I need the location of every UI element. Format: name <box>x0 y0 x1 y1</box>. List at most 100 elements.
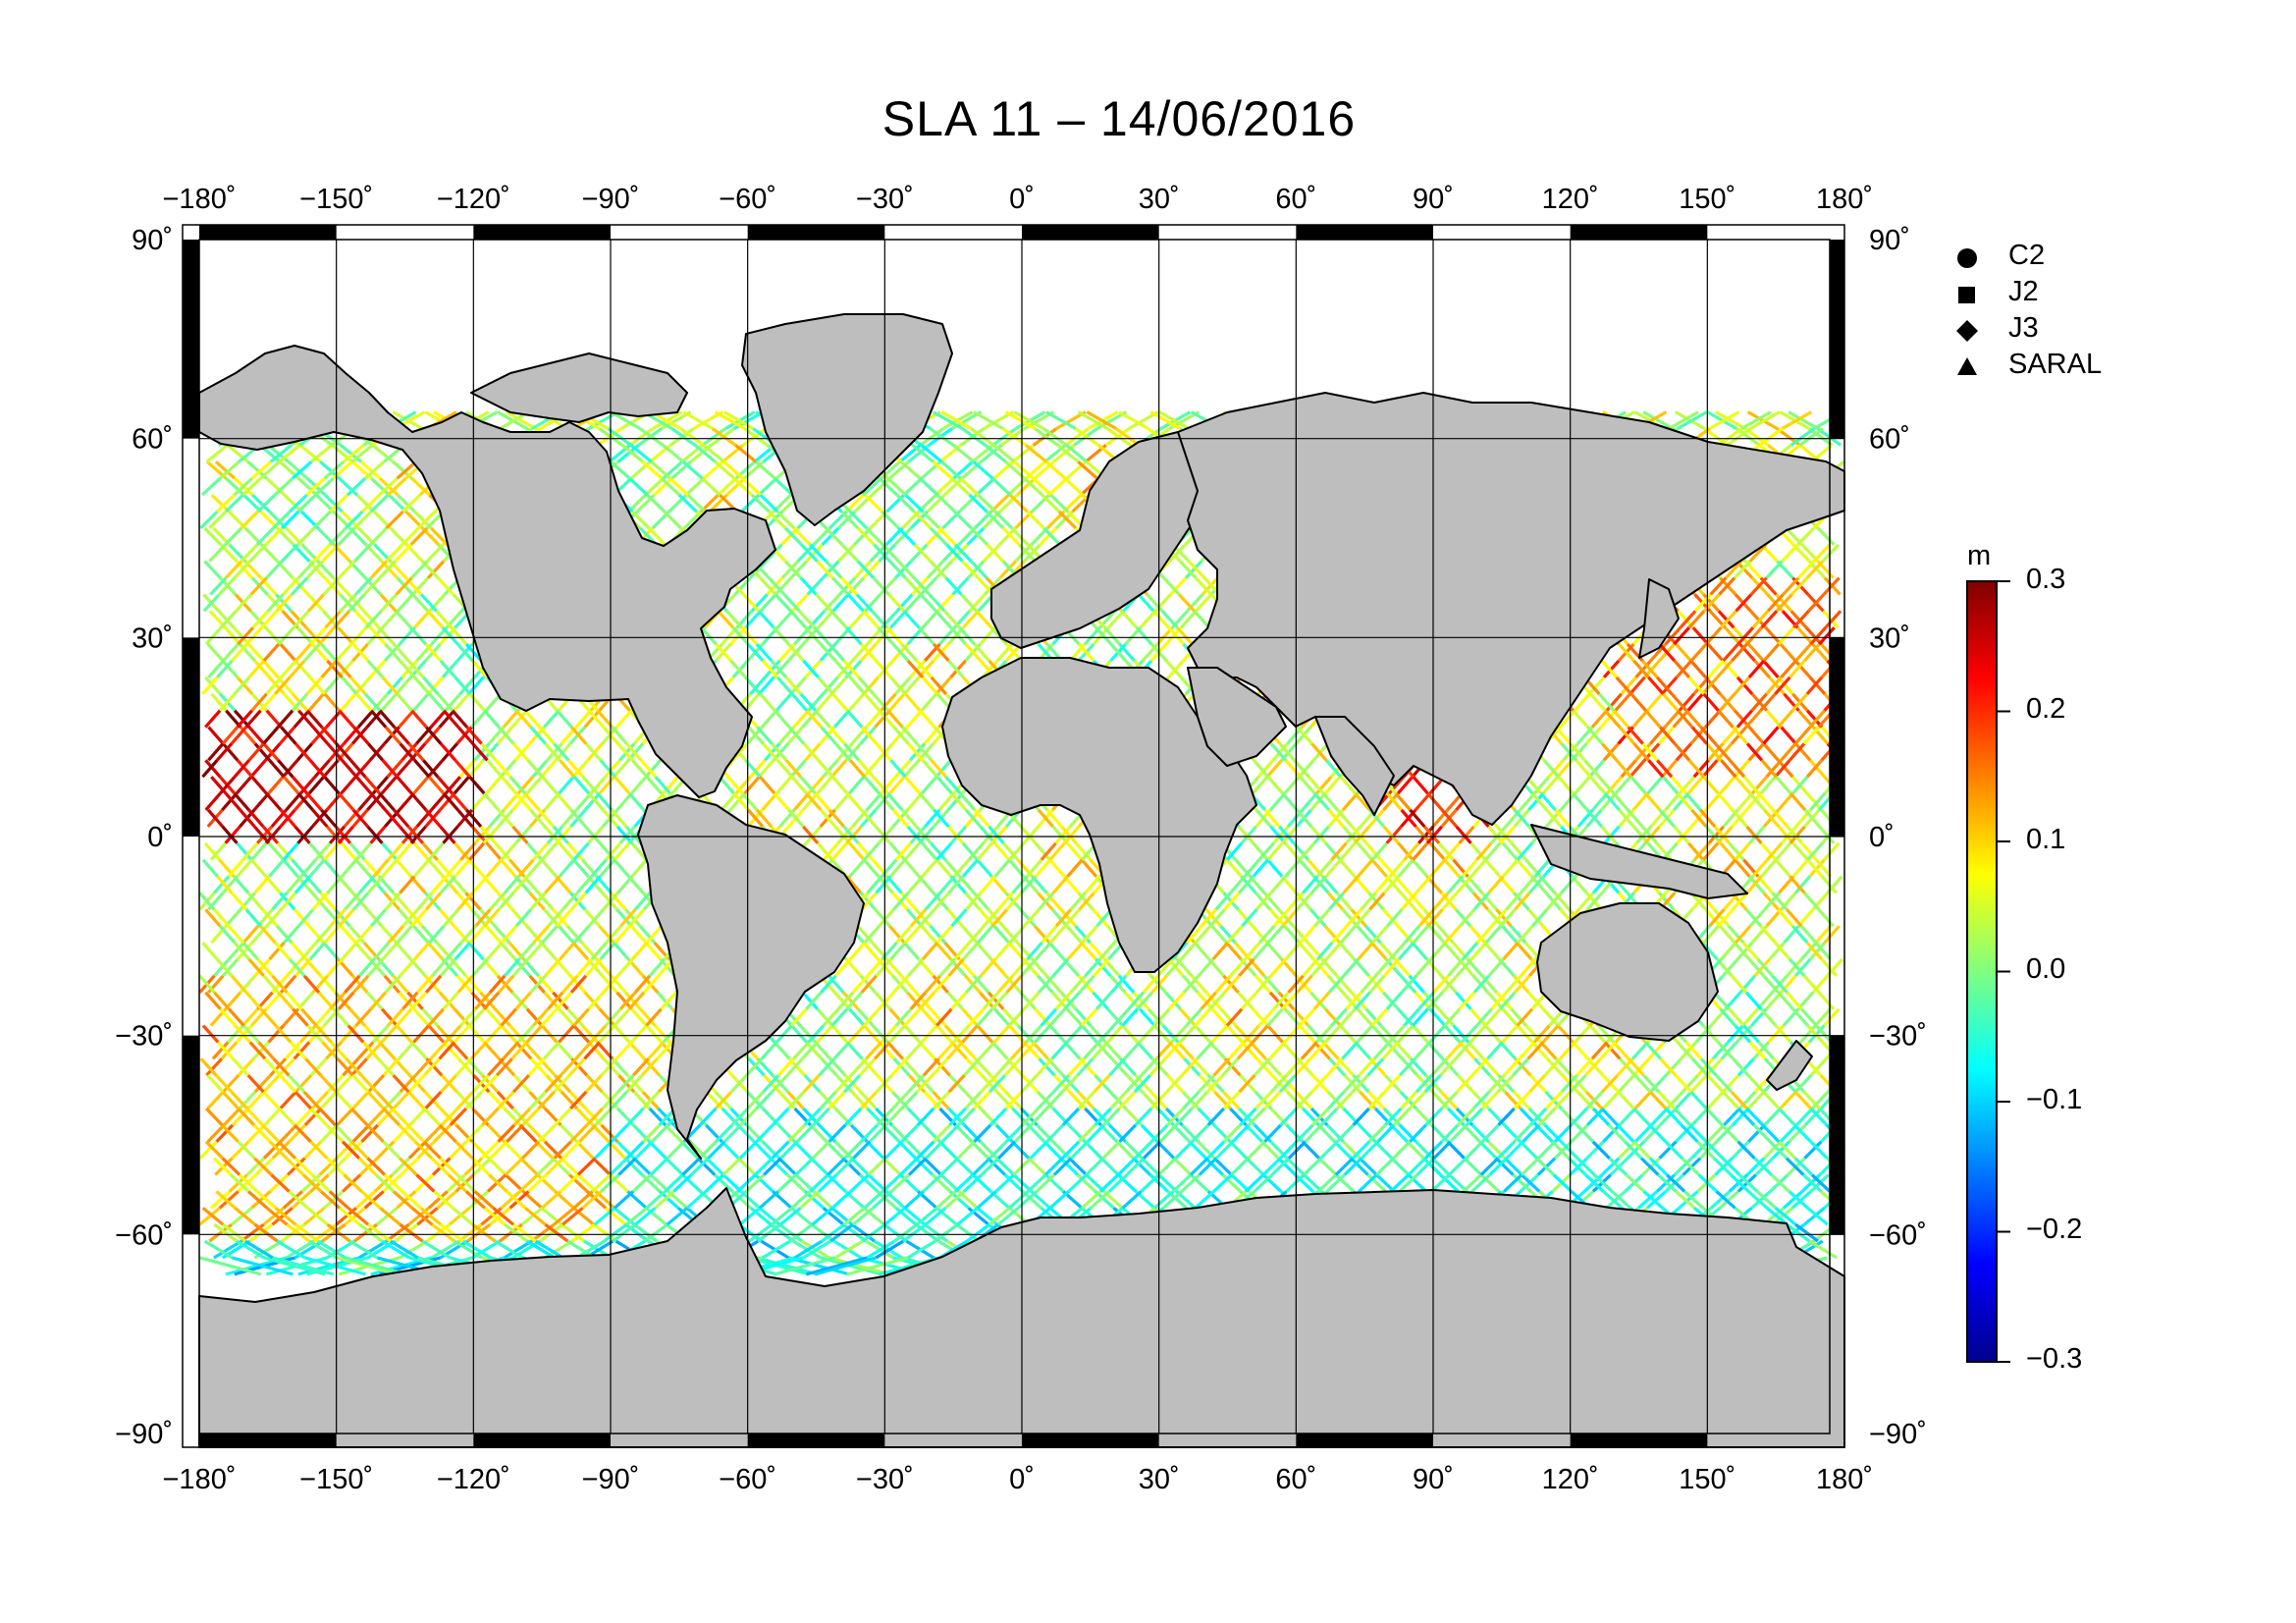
track-segment <box>505 410 537 430</box>
track-segment <box>784 676 802 695</box>
track-segment <box>1390 1157 1411 1176</box>
track-segment <box>322 759 340 779</box>
track-segment <box>231 1140 250 1160</box>
track-segment <box>1185 1007 1202 1027</box>
track-segment <box>920 1024 938 1044</box>
track-segment <box>1142 974 1159 994</box>
track-segment <box>1047 477 1068 497</box>
track-segment <box>903 1190 925 1210</box>
track-segment <box>672 1173 693 1193</box>
track-segment <box>935 1007 953 1027</box>
track-segment <box>950 477 971 497</box>
track-segment <box>1219 1007 1238 1027</box>
track-segment <box>836 825 854 844</box>
track-segment <box>396 493 416 514</box>
track-segment <box>782 593 801 613</box>
track-segment <box>790 692 809 712</box>
track-segment <box>552 825 569 844</box>
track-segment <box>888 841 906 861</box>
track-segment <box>365 709 383 729</box>
track-segment <box>660 477 681 497</box>
track-segment <box>630 776 648 795</box>
track-segment <box>836 991 855 1010</box>
track-segment <box>1501 1007 1520 1027</box>
track-segment <box>575 875 593 894</box>
track-segment <box>701 477 721 497</box>
track-segment <box>438 991 456 1010</box>
track-segment <box>596 792 614 812</box>
track-segment <box>998 560 1017 579</box>
track-segment <box>1338 942 1356 961</box>
track-segment <box>1252 841 1269 861</box>
track-segment <box>757 610 775 629</box>
track-segment <box>699 1107 718 1126</box>
track-segment <box>1717 610 1735 629</box>
track-segment <box>1164 991 1182 1010</box>
track-segment <box>236 759 253 779</box>
track-segment <box>1283 776 1301 795</box>
track-segment <box>889 759 907 779</box>
track-segment <box>732 477 753 497</box>
track-segment <box>553 1140 572 1160</box>
track-segment <box>894 1007 913 1027</box>
track-segment <box>707 1140 726 1160</box>
track-segment <box>448 1207 471 1226</box>
track-segment <box>387 1007 404 1027</box>
track-segment <box>921 1007 938 1027</box>
track-segment <box>231 1207 253 1226</box>
track-segment <box>768 510 787 529</box>
track-segment <box>972 1173 992 1193</box>
track-segment <box>1020 875 1038 894</box>
track-segment <box>574 709 592 729</box>
track-segment <box>848 510 868 529</box>
track-segment <box>335 742 352 762</box>
track-segment <box>863 925 881 945</box>
track-segment <box>840 543 860 563</box>
track-segment <box>302 1207 326 1226</box>
track-segment <box>496 1057 513 1077</box>
track-segment <box>1186 925 1203 945</box>
track-segment <box>1109 643 1127 663</box>
track-segment <box>990 825 1008 844</box>
track-segment <box>1051 957 1070 977</box>
track-segment <box>409 991 428 1010</box>
track-segment <box>817 759 834 779</box>
track-segment <box>442 709 460 729</box>
track-segment <box>1602 1090 1621 1110</box>
track-segment <box>988 1140 1008 1160</box>
track-segment <box>1359 1157 1378 1176</box>
track-segment <box>454 942 471 961</box>
track-segment <box>539 1222 564 1243</box>
track-segment <box>531 759 549 779</box>
track-segment <box>1141 1157 1160 1176</box>
track-segment <box>400 825 419 844</box>
track-segment <box>277 759 294 779</box>
track-segment <box>535 1140 555 1160</box>
track-segment <box>860 808 878 828</box>
track-segment <box>445 942 463 961</box>
track-segment <box>532 841 550 861</box>
track-segment <box>392 1090 410 1110</box>
track-segment <box>285 792 302 812</box>
track-segment <box>250 841 268 861</box>
track-segment <box>875 875 892 894</box>
track-segment <box>816 776 833 795</box>
track-segment <box>1034 1024 1051 1044</box>
track-segment <box>1238 875 1255 894</box>
track-segment <box>467 759 485 779</box>
track-segment <box>1675 1190 1696 1210</box>
track-segment <box>363 692 382 712</box>
track-segment <box>647 526 667 546</box>
track-segment <box>843 1074 862 1094</box>
track-segment <box>863 841 881 861</box>
track-segment <box>350 1057 368 1077</box>
track-segment <box>1095 991 1113 1010</box>
track-segment <box>296 908 315 928</box>
track-segment <box>915 659 933 678</box>
track-segment <box>979 957 997 977</box>
track-segment <box>935 776 953 795</box>
track-segment <box>825 1140 844 1160</box>
track-segment <box>909 825 927 844</box>
track-segment <box>544 742 561 762</box>
track-segment <box>887 593 905 613</box>
